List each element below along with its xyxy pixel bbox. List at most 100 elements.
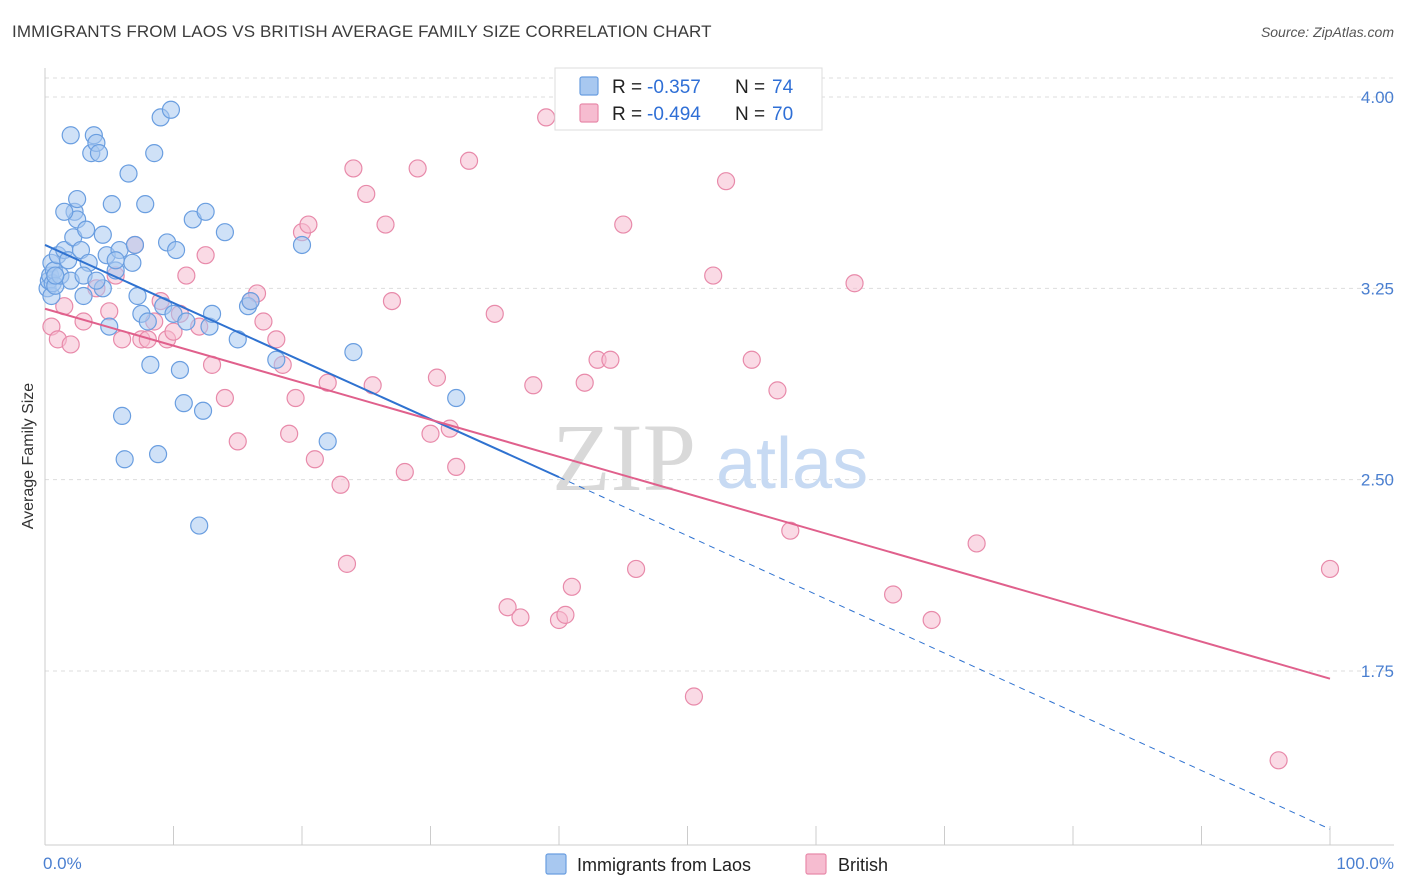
data-point (299, 215, 318, 234)
data-point (447, 457, 466, 477)
data-point (164, 322, 183, 341)
data-point (845, 274, 864, 293)
data-point (106, 251, 125, 270)
legend-r-label-british: R = (612, 104, 642, 125)
data-point (87, 271, 106, 290)
data-point (68, 189, 87, 209)
data-point (145, 144, 164, 163)
data-point (337, 554, 357, 573)
trend-line-british (44, 307, 1331, 680)
data-point (575, 373, 594, 392)
data-point (292, 235, 312, 255)
y-tick-label: 3.25 (1361, 279, 1394, 298)
data-point (161, 100, 181, 119)
data-point (215, 388, 234, 408)
data-point (344, 343, 363, 362)
data-point (267, 330, 286, 349)
data-point (614, 215, 633, 234)
trend-line-laos (44, 244, 560, 479)
trend-lines (44, 244, 1331, 830)
data-point (601, 350, 620, 369)
data-point (427, 368, 447, 387)
data-point (190, 516, 209, 535)
data-point (177, 312, 196, 331)
data-point (46, 266, 65, 285)
data-point (136, 195, 155, 214)
legend-n-label-laos: N = (735, 77, 765, 98)
data-point (447, 388, 466, 408)
data-point (286, 388, 305, 408)
legend-n-value-british: 70 (772, 104, 793, 125)
data-point (318, 432, 337, 451)
data-point (138, 312, 157, 331)
data-point (74, 286, 93, 306)
data-point (77, 220, 96, 239)
watermark-zip: ZIP (552, 404, 696, 511)
data-point (196, 246, 215, 265)
data-point (193, 401, 213, 420)
bottom-legend-label-laos: Immigrants from Laos (577, 855, 751, 875)
legend-swatch-laos (579, 76, 599, 96)
legend: R = -0.357 N = 74 R = -0.494 N = 70 (554, 67, 823, 131)
data-point (511, 608, 530, 627)
data-point (1269, 751, 1288, 770)
data-point (254, 312, 273, 331)
watermark: ZIP atlas (552, 404, 868, 511)
data-point (781, 521, 800, 540)
data-point (742, 350, 761, 369)
data-point (241, 291, 260, 311)
data-point (112, 406, 132, 425)
y-tick-label: 2.50 (1361, 471, 1394, 490)
gridlines (45, 77, 1394, 672)
data-point (148, 445, 168, 464)
y-tick-label: 1.75 (1361, 662, 1394, 681)
data-point (123, 253, 142, 272)
laos-points (38, 100, 466, 535)
legend-r-value-british: -0.494 (647, 104, 701, 125)
data-point (215, 223, 234, 242)
data-point (382, 291, 402, 311)
data-point (267, 350, 286, 369)
data-point (421, 424, 440, 443)
data-point (100, 302, 119, 321)
data-point (459, 151, 479, 170)
data-point (556, 605, 575, 624)
x-tick-label-min: 0.0% (43, 854, 82, 873)
data-point (524, 376, 543, 395)
data-point (228, 432, 247, 451)
legend-swatch-british (579, 103, 599, 123)
bottom-legend-swatch-laos (545, 853, 567, 875)
data-point (922, 610, 941, 630)
data-point (768, 381, 787, 400)
data-point (61, 126, 80, 145)
x-tick-label-max: 100.0% (1336, 854, 1394, 873)
data-point (119, 164, 138, 183)
data-point (704, 266, 723, 285)
y-tick-labels: 1.75 2.50 3.25 4.00 (1361, 88, 1394, 681)
bottom-legend: Immigrants from Laos British (545, 853, 888, 875)
trend-line-laos-extension (558, 476, 1331, 830)
data-point (125, 235, 145, 255)
data-point (89, 144, 109, 163)
data-point (55, 202, 74, 221)
data-point (196, 202, 215, 221)
data-point (170, 360, 190, 380)
data-point (626, 559, 646, 579)
data-point (115, 450, 134, 469)
data-point (1320, 559, 1340, 579)
data-point (357, 184, 376, 204)
data-point (61, 335, 80, 354)
data-point (331, 475, 350, 494)
chart-source: Source: ZipAtlas.com (1260, 24, 1394, 40)
chart-title: IMMIGRANTS FROM LAOS VS BRITISH AVERAGE … (12, 22, 712, 41)
y-tick-label: 4.00 (1361, 88, 1394, 107)
watermark-atlas: atlas (716, 424, 868, 504)
legend-n-value-laos: 74 (772, 77, 794, 98)
data-point (141, 355, 160, 374)
bottom-legend-label-british: British (838, 855, 888, 875)
data-point (280, 424, 299, 443)
data-point (883, 585, 903, 604)
data-point (376, 215, 395, 234)
data-point (102, 195, 121, 214)
